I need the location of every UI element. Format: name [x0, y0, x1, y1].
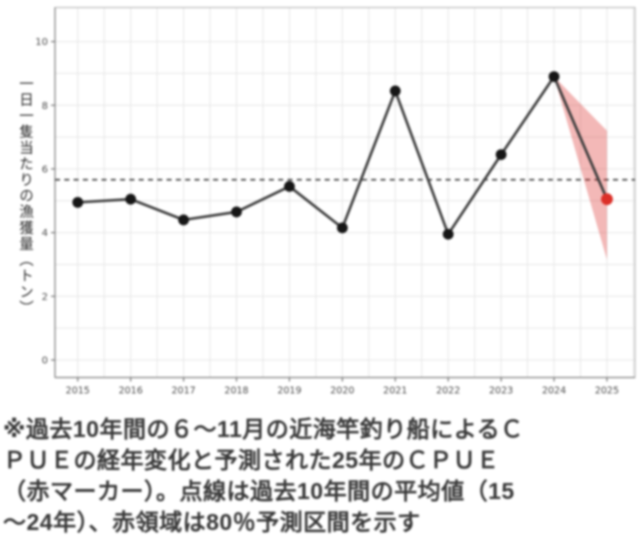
caption-line-2: ＰＵＥの経年変化と予測された25年のＣＰＵＥ — [3, 447, 500, 473]
x-tick-label: 2020 — [330, 386, 354, 397]
y-tick-label: 6 — [42, 164, 48, 175]
x-tick-label: 2022 — [436, 386, 460, 397]
observed-marker — [178, 214, 189, 226]
observed-marker — [442, 228, 454, 240]
observed-marker — [72, 196, 84, 208]
x-tick-label: 2023 — [489, 386, 513, 397]
observed-marker — [389, 85, 401, 97]
cpue-line-chart: 2015 2016 2017 2018 2019 2020 2021 2022 2023 2024… — [35, 6, 636, 397]
prediction-band — [554, 76, 607, 260]
y-axis-label: 一日一隻当たりの漁獲量（トン） — [17, 76, 33, 316]
predicted-marker — [601, 193, 613, 206]
figure-caption: ※過去10年間の６～11月の近海竿釣り船によるＣ ＰＵＥの経年変化と予測された2… — [0, 414, 640, 538]
observed-marker — [336, 222, 348, 234]
y-tick-label: 4 — [42, 228, 48, 239]
y-tick-label: 10 — [35, 37, 48, 48]
observed-marker — [284, 181, 295, 192]
cpue-chart-area: 2015 2016 2017 2018 2019 2020 2021 2022 2023 2024… — [17, 6, 636, 397]
caption-line-1: ※過去10年間の６～11月の近海竿釣り船によるＣ — [3, 416, 524, 442]
x-tick-label: 2025 — [595, 386, 619, 397]
x-tick-label: 2016 — [119, 386, 143, 397]
observed-marker — [548, 71, 560, 82]
caption-line-3: （赤マーカー）。点線は過去10年間の平均値（15 — [3, 478, 515, 504]
y-tick-label: 2 — [42, 292, 48, 303]
plot-background — [55, 7, 635, 378]
observed-marker — [495, 149, 507, 161]
y-tick-label: 0 — [42, 355, 48, 366]
x-tick-label: 2019 — [277, 386, 301, 397]
x-tick-label: 2017 — [172, 386, 196, 397]
observed-marker — [125, 193, 137, 205]
observed-marker — [231, 206, 242, 218]
x-tick-label: 2024 — [542, 386, 566, 397]
x-tick-label: 2015 — [66, 386, 90, 397]
x-tick-label: 2018 — [224, 386, 248, 397]
y-tick-label: 8 — [42, 101, 48, 112]
caption-line-4: ～24年）、赤領域は80％予測区間を示す — [3, 509, 421, 535]
x-tick-label: 2021 — [383, 386, 407, 397]
